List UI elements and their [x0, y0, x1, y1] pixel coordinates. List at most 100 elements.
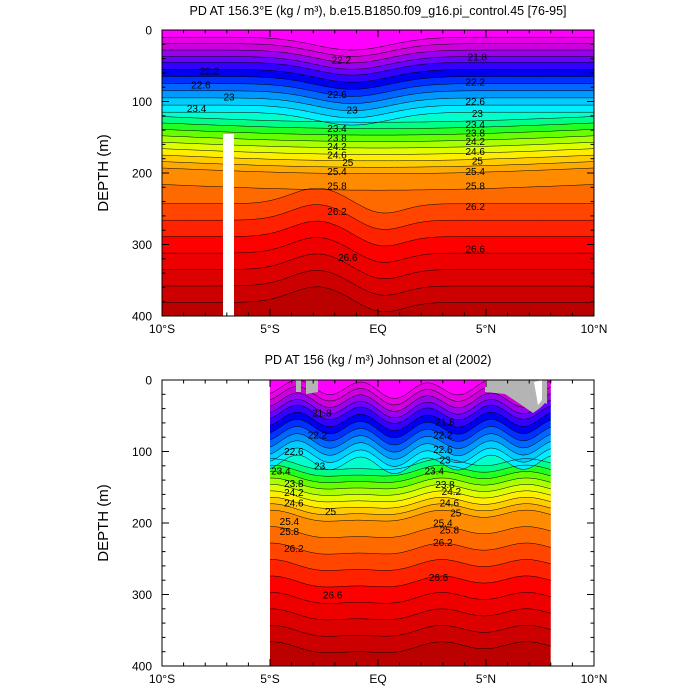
- contour-label: 25: [325, 507, 337, 518]
- contour-line: [162, 61, 594, 76]
- contour-line: [162, 104, 594, 119]
- contour-label: 25.4: [465, 167, 485, 178]
- contour-line: [269, 433, 551, 453]
- contour-line: [269, 477, 551, 490]
- contour-label: 26.2: [327, 207, 347, 218]
- contour-line: [270, 509, 551, 522]
- x-tick-label: 5°S: [260, 672, 279, 686]
- contour-label: 26.2: [465, 202, 485, 213]
- contour-label: 23: [472, 109, 484, 120]
- x-tick-label: 10°S: [149, 672, 175, 686]
- contour-label: 25.8: [280, 527, 300, 538]
- contour-line: [269, 592, 551, 604]
- contour-line: [269, 404, 551, 424]
- y-tick-label: 100: [132, 445, 152, 459]
- contour-line: [162, 49, 594, 64]
- contour-line: [270, 608, 551, 621]
- contour-label: 23.8: [435, 480, 455, 491]
- panel-observations: PD AT 156 (kg / m³) Johnson et al (2002)…: [95, 353, 607, 686]
- y-tick-label: 200: [132, 167, 152, 181]
- x-tick-label: 10°S: [149, 322, 175, 336]
- contour-label: 24.2: [442, 487, 462, 498]
- observed-contour-labels: 21.822.222.62323.423.824.224.62525.425.8…: [271, 408, 462, 601]
- contour-line: [270, 484, 551, 496]
- x-tick-label: 10°N: [581, 322, 608, 336]
- contour-label: 22.6: [465, 97, 485, 108]
- model-density-field: [162, 30, 594, 316]
- panel-model: PD AT 156.3°E (kg / m³), b.e15.B1850.f09…: [95, 4, 607, 336]
- observed-y-axis-label: DEPTH (m): [95, 484, 112, 562]
- no-data-region: [550, 380, 594, 666]
- observed-missing-data: [296, 380, 547, 413]
- contour-line: [162, 56, 594, 70]
- contour-label: 23.4: [187, 104, 207, 115]
- contour-line: [269, 399, 551, 418]
- y-tick-label: 400: [132, 660, 152, 674]
- contour-line: [270, 624, 551, 637]
- contour-label: 26.6: [323, 591, 343, 602]
- contour-line: [270, 575, 551, 588]
- contour-label: 23: [347, 106, 359, 117]
- contour-label: 22.2: [200, 66, 220, 77]
- y-tick-label: 300: [132, 238, 152, 252]
- y-tick-label: 0: [145, 374, 152, 388]
- y-tick-label: 0: [145, 24, 152, 38]
- contour-label: 25.4: [433, 519, 453, 530]
- contour-label: 21.8: [468, 53, 488, 64]
- contour-label: 25.8: [327, 181, 347, 192]
- density-band: [270, 380, 551, 399]
- contour-line: [269, 497, 551, 509]
- contour-line: [162, 76, 594, 90]
- contour-line: [270, 503, 551, 516]
- contour-line: [270, 464, 551, 477]
- panel-model-title: PD AT 156.3°E (kg / m³), b.e15.B1850.f09…: [190, 4, 567, 18]
- contour-label: 23: [223, 93, 235, 104]
- contour-line: [162, 90, 594, 104]
- contour-label: 24.6: [327, 151, 347, 162]
- contour-label: 26.6: [465, 244, 485, 255]
- model-contour-labels: 22.222.62323.422.222.62323.423.824.224.6…: [187, 53, 488, 264]
- contour-label: 23.8: [327, 134, 347, 145]
- contour-line: [269, 411, 551, 431]
- model-missing-data-mask: [223, 134, 234, 316]
- contour-label: 22.6: [433, 445, 453, 456]
- contour-label: 25.4: [280, 517, 300, 528]
- no-data-region: [162, 380, 270, 666]
- contour-line: [269, 440, 551, 460]
- contour-label: 26.2: [433, 538, 453, 549]
- contour-label: 26.6: [429, 573, 449, 584]
- contour-label: 23: [439, 456, 451, 467]
- contour-line: [162, 43, 594, 57]
- x-tick-label: 5°S: [260, 322, 279, 336]
- panel-observations-title: PD AT 156 (kg / m³) Johnson et al (2002): [265, 353, 492, 367]
- contour-label: 21.8: [312, 408, 332, 419]
- observed-contour-lines: [269, 380, 551, 654]
- y-tick-label: 100: [132, 95, 152, 109]
- contour-label: 24.6: [284, 499, 304, 510]
- y-tick-label: 200: [132, 517, 152, 531]
- contour-label: 23.4: [465, 120, 485, 131]
- y-tick-label: 300: [132, 588, 152, 602]
- contour-line: [269, 447, 551, 467]
- contour-label: 23.8: [284, 479, 304, 490]
- model-axes: 10°S 5°S EQ 5°N 10°N 0 100 200 300 400: [132, 24, 607, 337]
- contour-label: 25.4: [327, 167, 347, 178]
- contour-label: 23.4: [424, 466, 444, 477]
- contour-label: 25: [472, 156, 484, 167]
- contour-label: 26.6: [338, 253, 358, 264]
- contour-label: 23: [314, 461, 326, 472]
- contour-label: 25.8: [465, 181, 485, 192]
- contour-label: 22.6: [191, 81, 211, 92]
- contour-line: [270, 641, 551, 654]
- contour-label: 22.2: [332, 56, 352, 67]
- contour-line: [162, 129, 594, 136]
- contour-line: [270, 471, 551, 483]
- contour-label: 22.6: [327, 90, 347, 101]
- contour-line: [162, 36, 594, 51]
- contour-label: 26.2: [284, 544, 304, 555]
- contour-label: 25.8: [440, 526, 460, 537]
- contour-line: [270, 526, 551, 538]
- contour-line: [269, 392, 551, 412]
- x-tick-label: 5°N: [476, 322, 496, 336]
